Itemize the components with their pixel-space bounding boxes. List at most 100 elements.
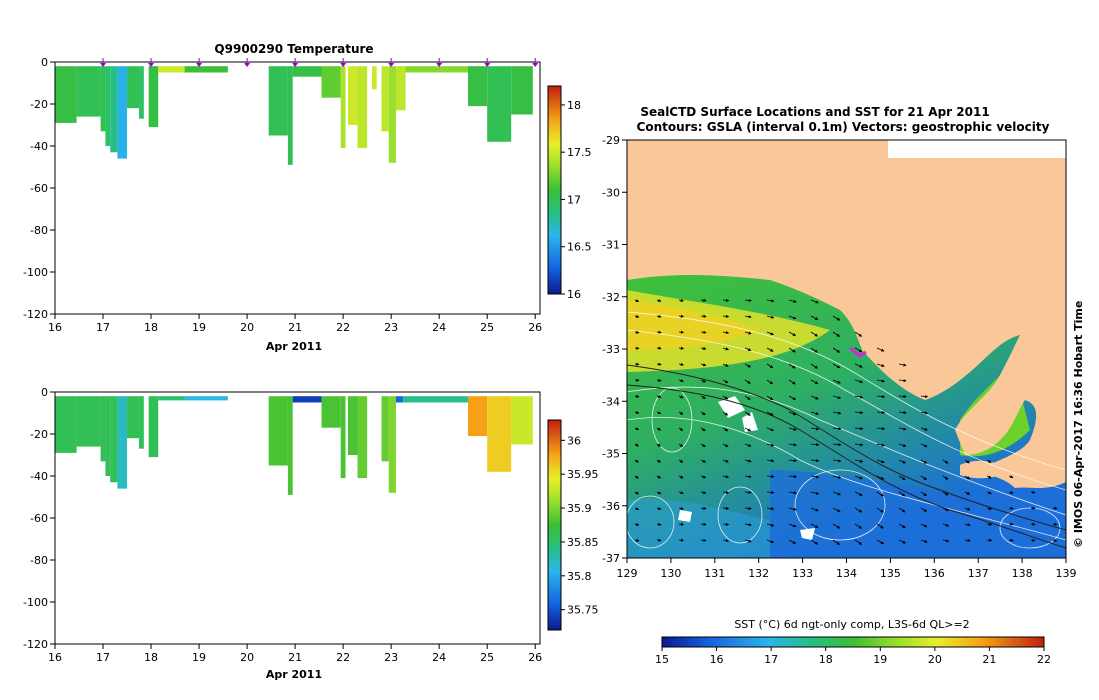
velocity-vector-11 [678,314,685,318]
temp-profile-6 [127,66,140,109]
geostrophic-vectors [634,298,1058,545]
velocity-vector-159 [634,491,639,495]
sal-xtick-label-18: 18 [144,651,158,664]
salinity-y-ticks: 0 -20 -40 -60 -80 -100 -120 [23,386,55,651]
sal-xtick-label-24: 24 [432,651,446,664]
velocity-vector-43 [656,362,662,366]
temp-profile-23 [467,66,488,107]
cool-western-water [627,499,770,558]
velocity-vector-133 [832,459,842,463]
velocity-vector-49 [788,363,796,369]
velocity-vector-58 [700,379,707,383]
velocity-vector-206 [810,523,819,528]
sal-xtick-label-16: 16 [48,651,62,664]
sal-profile-10 [184,396,228,401]
velocity-vector-95 [920,411,929,415]
temp-xtick-label-25: 25 [480,321,494,334]
cool-offshore-water [770,470,1066,558]
velocity-vector-87 [744,411,751,416]
sst-cbtick-label-15: 15 [655,653,669,666]
velocity-vector-219 [656,538,662,542]
velocity-vector-229 [876,539,885,545]
sal-xtick-label-26: 26 [528,651,542,664]
map-longitude-ticks: 129 130 131 132 133 134 135 136 137 138 139 [617,558,1077,580]
velocity-vector-63 [810,379,819,385]
salinity-x-label: Apr 2011 [266,668,322,681]
map-ytick-label-5: -34 [602,395,620,408]
velocity-vector-161 [678,491,684,495]
velocity-vector-121 [876,443,886,447]
map-xtick-label-137: 137 [968,567,989,580]
velocity-vector-29 [854,331,863,337]
velocity-vector-236 [1030,538,1036,542]
velocity-vector-106 [854,426,864,431]
velocity-vector-103 [788,427,797,431]
velocity-vector-198 [634,522,640,526]
velocity-vector-123 [920,443,928,448]
velocity-vector-27 [810,331,819,337]
velocity-vector-147 [766,474,775,479]
velocity-vector-211 [920,523,928,528]
velocity-vector-48 [766,363,774,369]
velocity-vector-68 [634,394,640,398]
velocity-vector-150 [832,475,842,479]
velocity-vector-130 [766,459,775,463]
velocity-vector-218 [634,538,640,542]
velocity-vector-172 [920,491,927,497]
velocity-vector-28 [832,331,841,337]
surface-marker-25 [484,63,491,67]
sal-profile-11 [268,396,288,466]
salinity-colorbar-ticks: 35.75 35.8 35.85 35.9 35.95 36 [561,434,599,617]
temperature-x-label: Apr 2011 [266,340,322,353]
surface-marker-23 [388,63,395,67]
velocity-vector-168 [832,491,842,496]
salinity-panel: 16 17 18 19 20 21 22 23 24 25 26 0 -20 -40 -60 -80 -100… [23,386,598,681]
velocity-vector-213 [964,523,971,527]
velocity-vector-100 [722,427,729,432]
sal-profile-22 [467,396,488,437]
velocity-vector-90 [810,411,820,415]
surface-marker-21 [292,63,299,67]
velocity-vector-143 [678,475,684,479]
map-xtick-label-134: 134 [836,567,857,580]
velocity-vector-177 [1030,490,1036,494]
sst-cbtick-label-16: 16 [710,653,724,666]
velocity-vector-102 [766,427,774,432]
temp-profile-20 [388,66,396,163]
temp-profile-0 [55,66,77,123]
velocity-vector-5 [744,298,752,303]
velocity-vector-66 [876,379,886,383]
velocity-vector-7 [788,299,797,303]
velocity-vector-3 [700,298,707,302]
velocity-vector-179 [656,506,662,510]
sal-cbtick-label-0: 35.75 [567,604,599,617]
velocity-vector-92 [854,411,864,415]
velocity-vector-122 [898,443,907,447]
sal-ytick-label-2: -40 [30,470,48,483]
temperature-panel: Q9900290 Temperature 16 17 18 19 20 21 22 23 24 2… [23,42,591,353]
velocity-vector-139 [964,459,970,464]
velocity-vector-101 [744,427,752,432]
sal-profile-21 [403,396,468,403]
velocity-vector-189 [876,507,884,513]
temp-xtick-label-22: 22 [336,321,350,334]
sal-xtick-label-23: 23 [384,651,398,664]
cloud-patch-2 [742,412,758,432]
velocity-vector-78 [854,395,864,399]
velocity-vector-187 [832,507,841,512]
velocity-vector-65 [854,379,864,384]
velocity-vector-0 [634,299,640,303]
velocity-vector-226 [810,539,819,545]
sal-profile-14 [321,396,341,428]
sst-cbtick-label-17: 17 [764,653,778,666]
velocity-vector-4 [722,298,730,302]
map-xtick-label-136: 136 [924,567,945,580]
velocity-vector-22 [700,330,707,334]
velocity-vector-175 [986,491,992,495]
seal-track [849,346,867,358]
velocity-vector-154 [920,475,927,481]
sst-colorbar [661,636,1045,648]
map-ytick-label-2: -31 [602,239,620,252]
sal-profile-20 [395,396,404,403]
velocity-vector-134 [854,459,864,463]
